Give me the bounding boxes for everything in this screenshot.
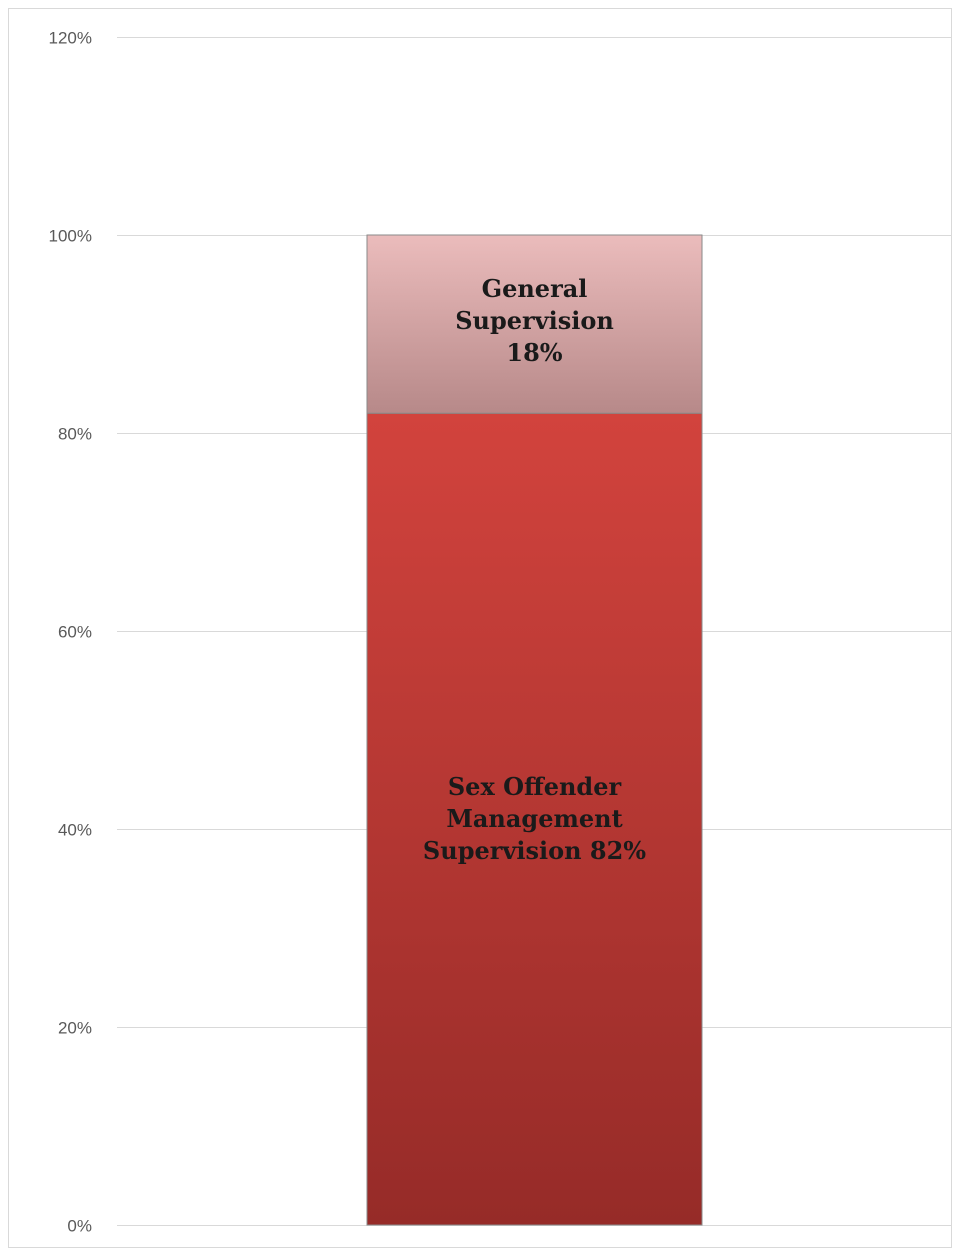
bar-segment-gen xyxy=(366,234,703,414)
y-tick-label: 100% xyxy=(49,227,92,246)
segment-data-labels: Sex Offender Management Supervision 82% Gen… xyxy=(423,274,646,865)
bar-segments xyxy=(366,234,703,1226)
data-label-som: Management xyxy=(446,804,622,833)
y-tick-label: 20% xyxy=(58,1019,92,1038)
y-tick-label: 0% xyxy=(67,1217,92,1236)
data-label-som: Sex Offender xyxy=(448,772,622,801)
y-tick-label: 40% xyxy=(58,821,92,840)
y-axis-tick-labels: 0% 20% 40% 60% 80% 100% 120% xyxy=(49,29,92,1236)
data-label-gen: 18% xyxy=(506,338,562,367)
y-tick-label: 60% xyxy=(58,623,92,642)
y-tick-label: 120% xyxy=(49,29,92,48)
y-tick-label: 80% xyxy=(58,425,92,444)
data-label-gen: General xyxy=(482,274,588,303)
data-label-gen: Supervision xyxy=(455,306,614,335)
data-label-som: Supervision 82% xyxy=(423,836,646,865)
bar-segment-som xyxy=(366,412,703,1226)
